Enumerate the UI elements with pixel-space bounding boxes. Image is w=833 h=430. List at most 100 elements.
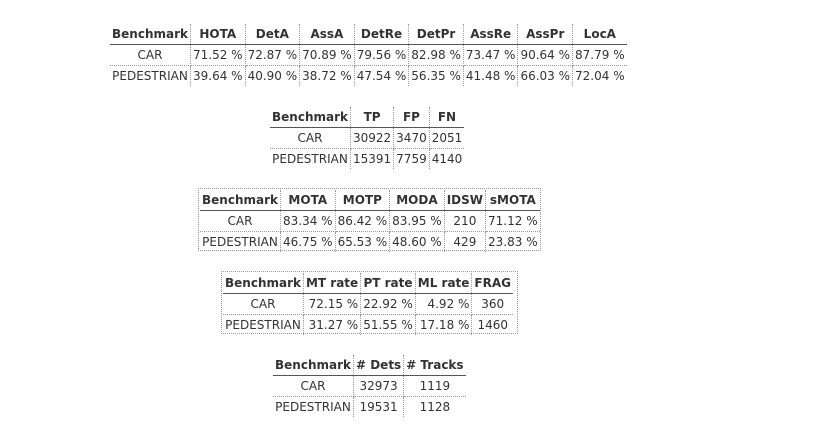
column-header: PT rate — [360, 272, 416, 294]
table-header-row: Benchmark # Dets # Tracks — [272, 354, 467, 376]
table-header-row: Benchmark MT rate PT rate ML rate FRAG — [222, 272, 514, 294]
column-header: DetRe — [353, 23, 410, 45]
table-cell: 4140 — [428, 148, 465, 170]
table-cell: 71.12 % — [485, 210, 541, 232]
table-cell: 72.15 % — [302, 293, 362, 315]
table-cell: 1128 — [403, 396, 467, 418]
table-cell: 65.53 % — [334, 231, 391, 253]
column-header: # Dets — [352, 354, 405, 376]
column-header: FRAG — [471, 272, 514, 294]
benchmark-cell: PEDESTRIAN — [199, 231, 281, 253]
table-cell: 70.89 % — [299, 44, 355, 66]
benchmark-cell: PEDESTRIAN — [269, 148, 351, 170]
column-header: Benchmark — [222, 272, 304, 294]
column-header: IDSW — [443, 189, 487, 211]
table-cell: 82.98 % — [408, 44, 464, 66]
table-cell: 71.52 % — [189, 44, 246, 66]
benchmark-cell: CAR — [269, 127, 351, 149]
column-header: MODA — [389, 189, 445, 211]
table-cell: 86.42 % — [334, 210, 391, 232]
benchmark-cell: CAR — [109, 44, 191, 66]
column-header: DetPr — [408, 23, 464, 45]
column-header: TP — [349, 106, 395, 128]
table-cell: 39.64 % — [189, 65, 246, 87]
table-cell: 1119 — [403, 375, 467, 397]
table-cell: 38.72 % — [299, 65, 355, 87]
column-header: Benchmark — [269, 106, 351, 128]
column-header: Benchmark — [109, 23, 191, 45]
column-header: Benchmark — [272, 354, 354, 376]
table-cell: 4.92 % — [414, 293, 473, 315]
column-header: Benchmark — [199, 189, 281, 211]
clear-metrics-table: Benchmark MOTA MOTP MODA IDSW sMOTA CAR … — [199, 189, 541, 253]
table-cell: 210 — [443, 210, 487, 232]
benchmark-cell: CAR — [272, 375, 354, 397]
table-header-row: Benchmark TP FP FN — [269, 106, 465, 128]
table-cell: 87.79 % — [572, 44, 628, 66]
table-cell: 32973 — [352, 375, 405, 397]
track-quality-table: Benchmark MT rate PT rate ML rate FRAG C… — [222, 272, 514, 336]
table-row: PEDESTRIAN 39.64 % 40.90 % 38.72 % 47.54… — [109, 65, 628, 87]
column-header: LocA — [572, 23, 628, 45]
hota-metrics-table: Benchmark HOTA DetA AssA DetRe DetPr Ass… — [109, 23, 628, 87]
table-cell: 83.34 % — [279, 210, 336, 232]
table-cell: 2051 — [428, 127, 465, 149]
count-metrics-table: Benchmark TP FP FN CAR 30922 3470 2051 P… — [269, 106, 465, 170]
table-cell: 17.18 % — [414, 314, 473, 336]
table-row: CAR 71.52 % 72.87 % 70.89 % 79.56 % 82.9… — [109, 44, 628, 66]
table-cell: 31.27 % — [302, 314, 362, 336]
table-cell: 66.03 % — [517, 65, 574, 87]
table-row: PEDESTRIAN 31.27 % 51.55 % 17.18 % 1460 — [222, 314, 514, 336]
column-header: AssPr — [517, 23, 574, 45]
column-header: AssA — [299, 23, 355, 45]
table-cell: 15391 — [349, 148, 395, 170]
table-row: CAR 32973 1119 — [272, 375, 467, 397]
table-row: CAR 83.34 % 86.42 % 83.95 % 210 71.12 % — [199, 210, 541, 232]
table-cell: 90.64 % — [517, 44, 574, 66]
column-header: # Tracks — [403, 354, 467, 376]
column-header: DetA — [244, 23, 301, 45]
table-cell: 22.92 % — [360, 293, 416, 315]
table-cell: 7759 — [393, 148, 430, 170]
table-cell: 3470 — [393, 127, 430, 149]
benchmark-cell: PEDESTRIAN — [272, 396, 354, 418]
benchmark-cell: PEDESTRIAN — [109, 65, 191, 87]
table-cell: 360 — [471, 293, 514, 315]
table-header-row: Benchmark HOTA DetA AssA DetRe DetPr Ass… — [109, 23, 628, 45]
table-cell: 429 — [443, 231, 487, 253]
table-cell: 83.95 % — [389, 210, 445, 232]
table-cell: 40.90 % — [244, 65, 301, 87]
benchmark-cell: PEDESTRIAN — [222, 314, 304, 336]
table-cell: 30922 — [349, 127, 395, 149]
column-header: ML rate — [414, 272, 473, 294]
column-header: HOTA — [189, 23, 246, 45]
column-header: MOTA — [279, 189, 336, 211]
dets-tracks-table: Benchmark # Dets # Tracks CAR 32973 1119… — [272, 354, 467, 418]
table-cell: 23.83 % — [485, 231, 541, 253]
table-row: PEDESTRIAN 46.75 % 65.53 % 48.60 % 429 2… — [199, 231, 541, 253]
table-cell: 56.35 % — [408, 65, 464, 87]
table-cell: 48.60 % — [389, 231, 445, 253]
table-header-row: Benchmark MOTA MOTP MODA IDSW sMOTA — [199, 189, 541, 211]
column-header: MOTP — [334, 189, 391, 211]
benchmark-cell: CAR — [199, 210, 281, 232]
table-cell: 72.04 % — [572, 65, 628, 87]
table-cell: 41.48 % — [462, 65, 519, 87]
column-header: sMOTA — [485, 189, 541, 211]
column-header: FN — [428, 106, 465, 128]
column-header: AssRe — [462, 23, 519, 45]
table-cell: 72.87 % — [244, 44, 301, 66]
table-row: CAR 72.15 % 22.92 % 4.92 % 360 — [222, 293, 514, 315]
table-cell: 51.55 % — [360, 314, 416, 336]
table-cell: 79.56 % — [353, 44, 410, 66]
table-row: CAR 30922 3470 2051 — [269, 127, 465, 149]
table-cell: 73.47 % — [462, 44, 519, 66]
table-row: PEDESTRIAN 15391 7759 4140 — [269, 148, 465, 170]
benchmark-cell: CAR — [222, 293, 304, 315]
table-cell: 1460 — [471, 314, 514, 336]
column-header: FP — [393, 106, 430, 128]
table-row: PEDESTRIAN 19531 1128 — [272, 396, 467, 418]
table-cell: 47.54 % — [353, 65, 410, 87]
column-header: MT rate — [302, 272, 362, 294]
table-cell: 19531 — [352, 396, 405, 418]
